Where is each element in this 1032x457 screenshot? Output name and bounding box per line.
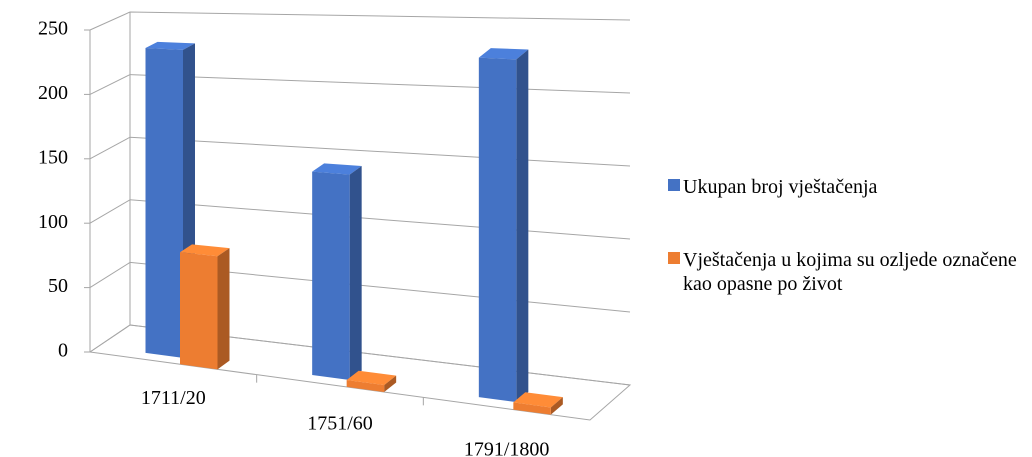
bar-top	[180, 244, 230, 257]
y-tick-label: 150	[38, 146, 68, 168]
bar	[312, 171, 350, 381]
y-tick-label: 100	[38, 211, 68, 233]
bar	[145, 47, 183, 358]
bar-side	[516, 49, 529, 403]
y-tick-label: 250	[38, 18, 68, 40]
x-tick-label: 1791/1800	[464, 438, 550, 457]
y-tick-label: 0	[58, 340, 68, 362]
grid-line	[89, 136, 631, 167]
bar	[513, 402, 551, 415]
bar-side	[384, 375, 397, 393]
legend-label: Vještačenja u kojima su ozljede označene…	[683, 249, 1017, 295]
bar-top	[478, 48, 529, 60]
bar-top	[513, 392, 563, 408]
bar-top	[145, 41, 195, 50]
x-tick-label: 1751/60	[307, 413, 373, 435]
legend-swatch	[668, 252, 680, 264]
bar-side	[349, 166, 362, 381]
grid-line	[89, 74, 631, 95]
grid-line	[89, 199, 631, 240]
bar-side	[217, 248, 230, 370]
bar-top	[346, 370, 397, 386]
bar	[346, 380, 385, 393]
legend-label: Ukupan broj vještačenja	[683, 176, 878, 198]
legend-swatch	[668, 179, 680, 191]
bar	[478, 57, 517, 403]
grid-line	[89, 11, 631, 31]
bar-top	[312, 163, 362, 175]
grid-line	[89, 261, 631, 313]
y-tick-label: 200	[38, 82, 68, 104]
x-tick-label: 1711/20	[141, 387, 206, 409]
bar-side	[550, 397, 563, 415]
grid-line	[89, 324, 631, 386]
y-tick-label: 50	[48, 275, 68, 297]
bar	[180, 252, 218, 370]
